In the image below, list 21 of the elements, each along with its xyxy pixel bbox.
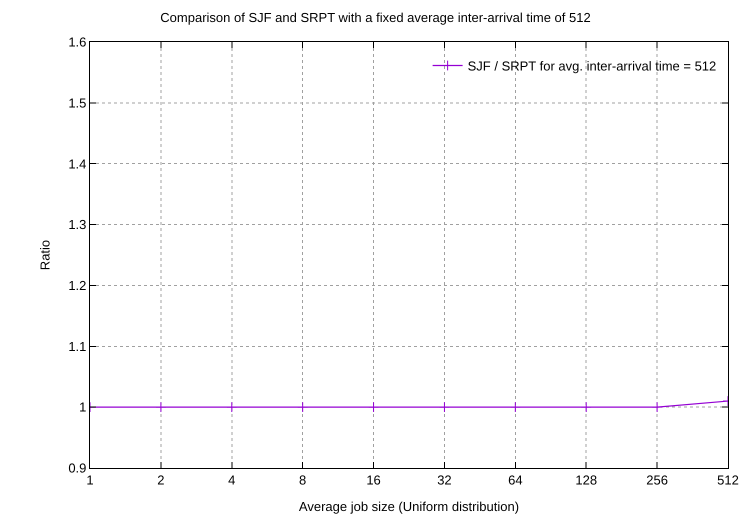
x-tick-label: 8 xyxy=(299,472,306,488)
x-tick-label: 64 xyxy=(508,472,523,488)
y-tick-label: 1.6 xyxy=(68,34,86,50)
y-tick-label: 1.5 xyxy=(68,95,86,110)
y-tick-label: 0.9 xyxy=(68,460,86,476)
x-tick-label: 16 xyxy=(366,472,381,488)
x-tick-label: 32 xyxy=(437,472,452,488)
x-tick-label: 128 xyxy=(575,472,598,488)
chart-title: Comparison of SJF and SRPT with a fixed average inter-arrival time of 512 xyxy=(160,10,591,26)
y-tick-label: 1.1 xyxy=(68,338,86,354)
y-tick-label: 1.4 xyxy=(68,156,86,172)
y-tick-label: 1.3 xyxy=(68,217,86,232)
y-axis-title: Ratio xyxy=(37,240,52,270)
x-tick-label: 512 xyxy=(717,472,739,488)
x-tick-label: 256 xyxy=(646,472,668,488)
y-tick-label: 1.2 xyxy=(68,278,86,293)
y-tick-label: 1 xyxy=(79,400,86,415)
x-axis-title: Average job size (Uniform distribution) xyxy=(298,499,520,514)
legend-label: SJF / SRPT for avg. inter-arrival time = 512 xyxy=(468,58,716,74)
x-tick-label: 4 xyxy=(228,472,236,488)
x-tick-label: 2 xyxy=(157,472,165,488)
